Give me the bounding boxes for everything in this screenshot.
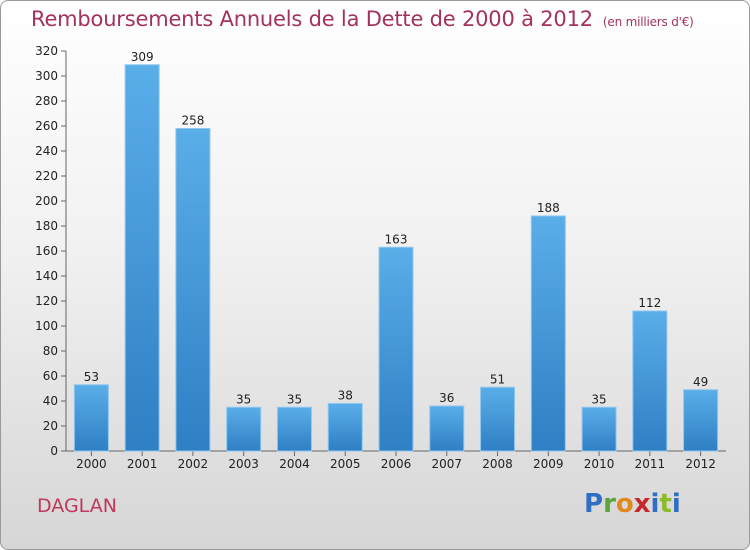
bar xyxy=(175,128,211,452)
logo-letter: P xyxy=(584,489,604,519)
x-tick-label: 2004 xyxy=(279,457,310,471)
x-tick-label: 2003 xyxy=(228,457,259,471)
bar xyxy=(632,310,668,452)
data-label: 36 xyxy=(439,391,454,405)
y-tick-label: 160 xyxy=(35,244,58,258)
data-label: 38 xyxy=(338,389,353,403)
data-label: 35 xyxy=(591,392,606,406)
bar xyxy=(226,406,262,452)
x-tick-label: 2000 xyxy=(76,457,107,471)
data-label: 188 xyxy=(537,201,560,215)
chart-bars: 53 309 258 35 35 38 163 36 51 188 35 112 49 xyxy=(73,50,719,452)
x-tick-label: 2005 xyxy=(330,457,361,471)
y-tick-label: 280 xyxy=(35,94,58,108)
data-label: 112 xyxy=(638,296,661,310)
y-tick-label: 320 xyxy=(35,44,58,58)
y-tick-label: 300 xyxy=(35,69,58,83)
y-tick-label: 180 xyxy=(35,219,58,233)
data-label: 35 xyxy=(236,392,251,406)
y-tick-label: 100 xyxy=(35,319,58,333)
logo-letter: r xyxy=(603,489,616,519)
bar xyxy=(378,246,414,452)
chart-title-text: Remboursements Annuels de la Dette de 20… xyxy=(31,7,593,31)
y-tick-label: 200 xyxy=(35,194,58,208)
x-tick-label: 2011 xyxy=(635,457,666,471)
commune-name: DAGLAN xyxy=(37,495,117,517)
y-tick-label: 60 xyxy=(43,369,58,383)
data-label: 49 xyxy=(693,375,708,389)
y-tick-label: 120 xyxy=(35,294,58,308)
x-tick-label: 2001 xyxy=(127,457,158,471)
y-tick-label: 20 xyxy=(43,419,58,433)
bar xyxy=(276,406,312,452)
bar xyxy=(429,405,465,452)
data-label: 51 xyxy=(490,372,505,386)
data-label: 53 xyxy=(84,370,99,384)
logo-letter: t xyxy=(659,489,672,519)
x-tick-label: 2002 xyxy=(178,457,209,471)
bar xyxy=(581,406,617,452)
bar xyxy=(530,215,566,452)
x-tick-label: 2006 xyxy=(381,457,412,471)
bar xyxy=(124,64,160,452)
bar xyxy=(683,389,719,452)
y-tick-label: 240 xyxy=(35,144,58,158)
x-tick-label: 2012 xyxy=(685,457,716,471)
y-tick-label: 220 xyxy=(35,169,58,183)
chart-title: Remboursements Annuels de la Dette de 20… xyxy=(31,7,694,31)
logo-letter: i xyxy=(650,489,660,519)
y-tick-label: 40 xyxy=(43,394,58,408)
chart-axes: 0 20 40 60 80 100 120 140 160 180 200 220 240 260 280 3… xyxy=(35,44,726,471)
x-tick-label: 2007 xyxy=(431,457,462,471)
proxiti-logo: Proxiti xyxy=(584,489,681,519)
data-label: 309 xyxy=(131,50,154,64)
logo-letter: o xyxy=(615,489,634,519)
y-tick-label: 80 xyxy=(43,344,58,358)
chart-unit: (en milliers d'€) xyxy=(602,15,694,29)
data-label: 163 xyxy=(385,232,408,246)
y-tick-label: 260 xyxy=(35,119,58,133)
x-tick-label: 2009 xyxy=(533,457,564,471)
bar xyxy=(73,384,109,452)
bar xyxy=(327,403,363,452)
x-tick-label: 2008 xyxy=(482,457,513,471)
y-tick-label: 0 xyxy=(50,444,58,458)
x-tick-label: 2010 xyxy=(584,457,615,471)
logo-letter: i xyxy=(671,489,681,519)
bar xyxy=(480,386,516,452)
data-label: 35 xyxy=(287,392,302,406)
data-label: 258 xyxy=(181,114,204,128)
y-tick-label: 140 xyxy=(35,269,58,283)
logo-letter: x xyxy=(633,489,651,519)
